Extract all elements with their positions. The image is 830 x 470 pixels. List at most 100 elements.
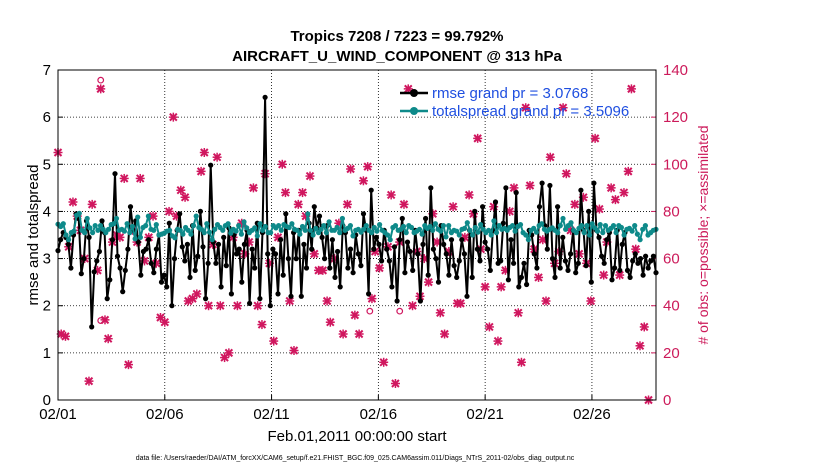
rmse-point (386, 258, 392, 264)
spread-point (430, 227, 436, 233)
obs-assimilated-marker (619, 188, 629, 198)
obs-assimilated-marker (87, 199, 97, 209)
spread-point (339, 215, 345, 222)
y-right-tick-label: 40 (663, 298, 680, 315)
obs-assimilated-marker (379, 357, 389, 367)
spread-point (241, 219, 247, 225)
spread-point (302, 227, 308, 233)
y-tick-label: 2 (43, 298, 51, 315)
rmse-point (262, 94, 268, 100)
spread-point (209, 237, 215, 243)
rmse-point (565, 267, 571, 273)
obs-assimilated-marker (480, 282, 490, 292)
x-tick-label: 02/16 (360, 406, 398, 423)
obs-assimilated-marker (484, 322, 494, 332)
rmse-point (221, 234, 227, 240)
x-tick-label: 02/01 (39, 406, 77, 423)
rmse-point (637, 256, 644, 262)
spread-point (464, 220, 470, 226)
rmse-point (562, 258, 569, 264)
chart-title: Tropics 7208 / 7223 = 99.792% (290, 28, 503, 45)
rmse-point (469, 274, 475, 280)
obs-assimilated-marker (513, 308, 523, 318)
spread-point (347, 223, 353, 229)
spread-point (129, 223, 135, 230)
spread-point (212, 226, 218, 232)
spread-point (371, 224, 377, 231)
spread-point (443, 234, 449, 240)
obs-assimilated-marker (435, 308, 445, 318)
spread-point (581, 230, 587, 236)
spread-point (127, 230, 133, 236)
spread-point (135, 214, 141, 220)
spread-point (589, 221, 595, 227)
rmse-point (195, 253, 201, 259)
rmse-point (588, 279, 594, 285)
rmse-point (267, 303, 273, 309)
rmse-point (508, 237, 514, 243)
rmse-point (182, 258, 188, 264)
rmse-point (270, 246, 276, 252)
rmse-point (586, 208, 592, 214)
rmse-point (234, 251, 240, 257)
obs-assimilated-marker (615, 270, 625, 280)
obs-assimilated-marker (305, 171, 315, 181)
rmse-point (280, 272, 286, 278)
rmse-point (415, 251, 421, 257)
rmse-point (454, 274, 460, 280)
spread-point (584, 223, 590, 229)
obs-assimilated-marker (606, 183, 616, 193)
rmse-point (278, 237, 284, 243)
rmse-point (293, 256, 299, 262)
spread-point (220, 227, 226, 233)
rmse-point (86, 234, 92, 240)
spread-point (305, 211, 311, 217)
rmse-point (366, 291, 372, 297)
obs-assimilated-marker (68, 197, 78, 207)
spread-point (446, 223, 452, 229)
spread-point (132, 236, 138, 242)
spread-point (369, 230, 375, 236)
rmse-point (379, 258, 385, 264)
rmse-point (518, 274, 525, 280)
rmse-point (68, 265, 74, 271)
spread-point (252, 225, 258, 231)
y-right-tick-label: 120 (663, 109, 688, 126)
rmse-point (89, 324, 95, 330)
rmse-point (650, 253, 657, 259)
rmse-point (539, 180, 545, 186)
obs-assimilated-marker (298, 188, 308, 198)
rmse-point (335, 248, 341, 255)
spread-point (95, 227, 101, 233)
obs-possible-marker (97, 76, 105, 84)
spread-point (92, 223, 98, 229)
rmse-point (560, 234, 566, 240)
rmse-point (169, 303, 175, 309)
spread-point (385, 232, 391, 238)
rmse-point (200, 244, 206, 250)
obs-assimilated-marker (386, 190, 396, 200)
rmse-point (624, 267, 631, 273)
rmse-point (376, 241, 382, 247)
rmse-point (578, 187, 584, 193)
spread-point (363, 223, 369, 229)
rmse-point (485, 246, 491, 252)
rmse-point (389, 284, 395, 290)
rmse-point (635, 260, 641, 266)
spread-point (299, 223, 306, 230)
rmse-point (632, 251, 638, 257)
obs-assimilated-marker (204, 301, 214, 311)
obs-possible-marker (366, 307, 374, 315)
spread-point (621, 232, 627, 238)
obs-assimilated-marker (342, 199, 352, 209)
obs-assimilated-marker (516, 357, 526, 367)
spread-point (87, 225, 93, 231)
spread-point (190, 223, 197, 229)
obs-assimilated-marker (390, 379, 400, 388)
spread-point (377, 222, 383, 228)
rmse-point (347, 246, 354, 252)
spread-point (326, 219, 332, 225)
spread-point (262, 223, 268, 230)
spread-point (419, 231, 425, 237)
spread-point (254, 233, 260, 239)
